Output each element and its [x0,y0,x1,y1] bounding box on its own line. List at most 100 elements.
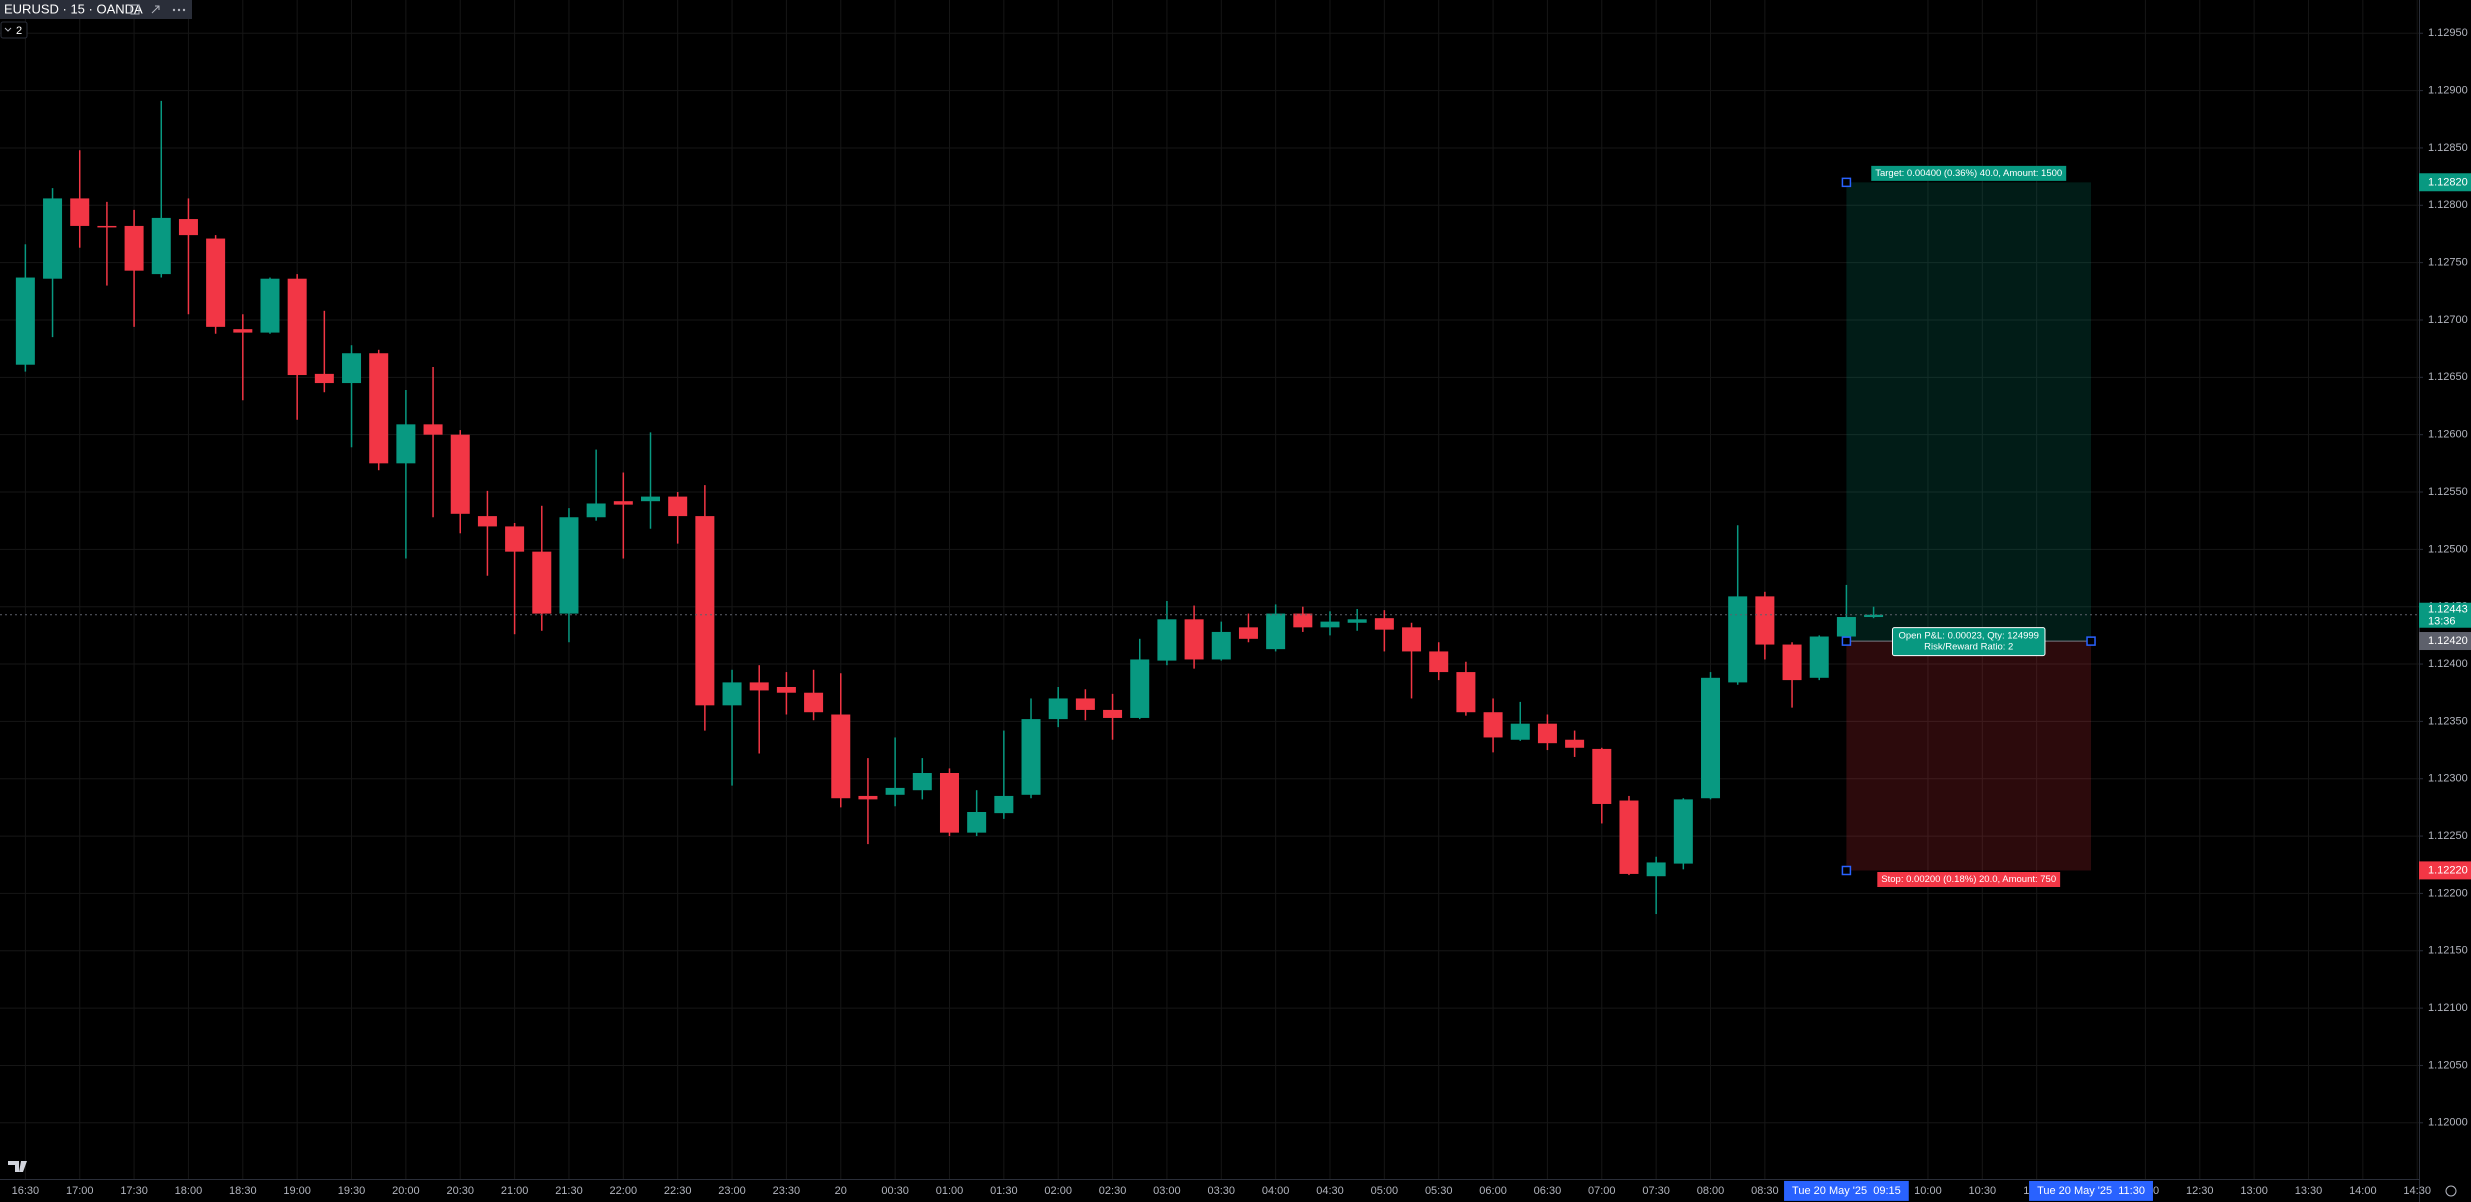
x-tick-label: 01:00 [936,1185,964,1197]
candle-body [70,198,90,226]
x-tick-label: 14:30 [2403,1185,2431,1197]
handle[interactable] [1841,636,1852,646]
target-price-label-bg [2419,173,2471,192]
x-tick-label: 20 [835,1185,847,1197]
position-time-label-bg [2029,1180,2153,1201]
candle-body [1483,712,1503,738]
x-tick-label: 19:30 [338,1185,366,1197]
y-tick-label: 1.12700 [2428,314,2468,326]
candle-body [1103,709,1123,718]
y-tick-label: 1.12150 [2428,945,2468,957]
target-label-bg [1871,165,2067,181]
handle[interactable] [1841,865,1852,876]
ratio-label: Risk/Reward Ratio: 2 [1924,642,2013,653]
candle-body [450,434,470,514]
stop-price-label-bg [2419,861,2471,880]
candle-body [994,795,1014,814]
x-tick-label: 17:00 [66,1185,94,1197]
y-tick-label: 1.12400 [2428,658,2468,670]
x-tick-label: 22:00 [610,1185,638,1197]
candle-body [776,686,796,693]
last-price-label: 1.12443 [2428,604,2468,616]
candle-body [1782,644,1802,681]
x-tick-label: 16:30 [12,1185,40,1197]
x-tick-label: 03:00 [1153,1185,1181,1197]
x-tick-label: 03:30 [1208,1185,1236,1197]
position-time-label-bg [1784,1180,1909,1201]
entry-price-label-bg [2419,632,2471,651]
y-tick-label: 1.12900 [2428,85,2468,97]
candle-body [1184,619,1204,660]
last-price-label-bg [2419,602,2471,628]
y-tick-label: 1.12650 [2428,371,2468,383]
candle-body [1673,799,1693,864]
candle-body [1456,672,1476,713]
pnl-box-bg [1891,627,2046,657]
candle-body [97,225,117,228]
y-tick-label: 1.12350 [2428,715,2468,727]
handle[interactable] [1841,177,1852,188]
candle-body [1864,614,1884,618]
icon-more [182,8,186,12]
x-tick-label: 14:00 [2349,1185,2377,1197]
x-tick-label: 23:00 [718,1185,746,1197]
settings-icon[interactable] [2445,1185,2457,1197]
x-tick-label: 22:30 [664,1185,692,1197]
candle-body [1592,748,1612,804]
candle-body [912,773,932,791]
candle-body [613,501,633,505]
stop-label: Stop: 0.00200 (0.18%) 20.0, Amount: 750 [1881,874,2056,885]
position-time-label: Tue 20 May '25 11:30 [2037,1185,2145,1197]
indicator-toggle[interactable] [0,21,28,39]
symbol-title: EURUSD · 15 · OANDA [4,1,143,16]
candle-body [1402,627,1422,652]
x-tick-label: 18:00 [175,1185,203,1197]
candle-body [831,714,851,799]
stop-zone [1846,641,2092,871]
icon-chart[interactable] [130,4,140,15]
candle-body [15,277,35,365]
candle-body [668,496,688,517]
candle-body [1619,800,1639,874]
candle-body [1320,621,1340,628]
candle-body [967,811,987,833]
x-tick-label: 13:30 [2295,1185,2323,1197]
x-tick-label: 23:30 [773,1185,801,1197]
stop-label-bg [1877,872,2061,888]
candle-body [1130,659,1150,718]
axes: 1.12950 1.12900 1.12850 1.12800 1.12750 1.127… [12,27,2471,1201]
symbol-box [0,0,192,19]
target-zone [1846,182,2092,642]
stop-price-label: 1.12220 [2428,864,2468,876]
target-label: Target: 0.00400 (0.36%) 40.0, Amount: 15… [1875,168,2062,179]
candle-body [695,516,715,706]
candle-body [124,225,144,271]
icon-link[interactable] [151,5,160,14]
y-tick-label: 1.12000 [2428,1117,2468,1129]
candle-body [1211,631,1231,660]
handle[interactable] [2086,636,2096,646]
y-tick-label: 1.12100 [2428,1002,2468,1014]
candle-body [1048,698,1068,720]
candle-body [1347,619,1367,623]
x-tick-label: 02:30 [1099,1185,1127,1197]
x-tick-label: 08:30 [1751,1185,1779,1197]
icon-more[interactable] [172,8,176,12]
candle-body [1565,739,1585,748]
x-tick-label: 21:00 [501,1185,529,1197]
x-tick-label: 17:30 [120,1185,148,1197]
candle-body [939,773,959,833]
x-tick-label: 00:30 [881,1185,909,1197]
x-tick-label: 05:00 [1371,1185,1399,1197]
candle-body [1374,618,1394,630]
y-tick-label: 1.12300 [2428,773,2468,785]
logo[interactable] [8,1161,27,1172]
x-tick-label: 04:30 [1316,1185,1344,1197]
plot: Target: 0.00400 (0.36%) 40.0, Amount: 15… [0,100,2419,915]
x-tick-label: 18:30 [229,1185,257,1197]
candle-body [43,198,63,279]
candle-body [396,424,416,464]
x-tick-label: 06:30 [1534,1185,1562,1197]
